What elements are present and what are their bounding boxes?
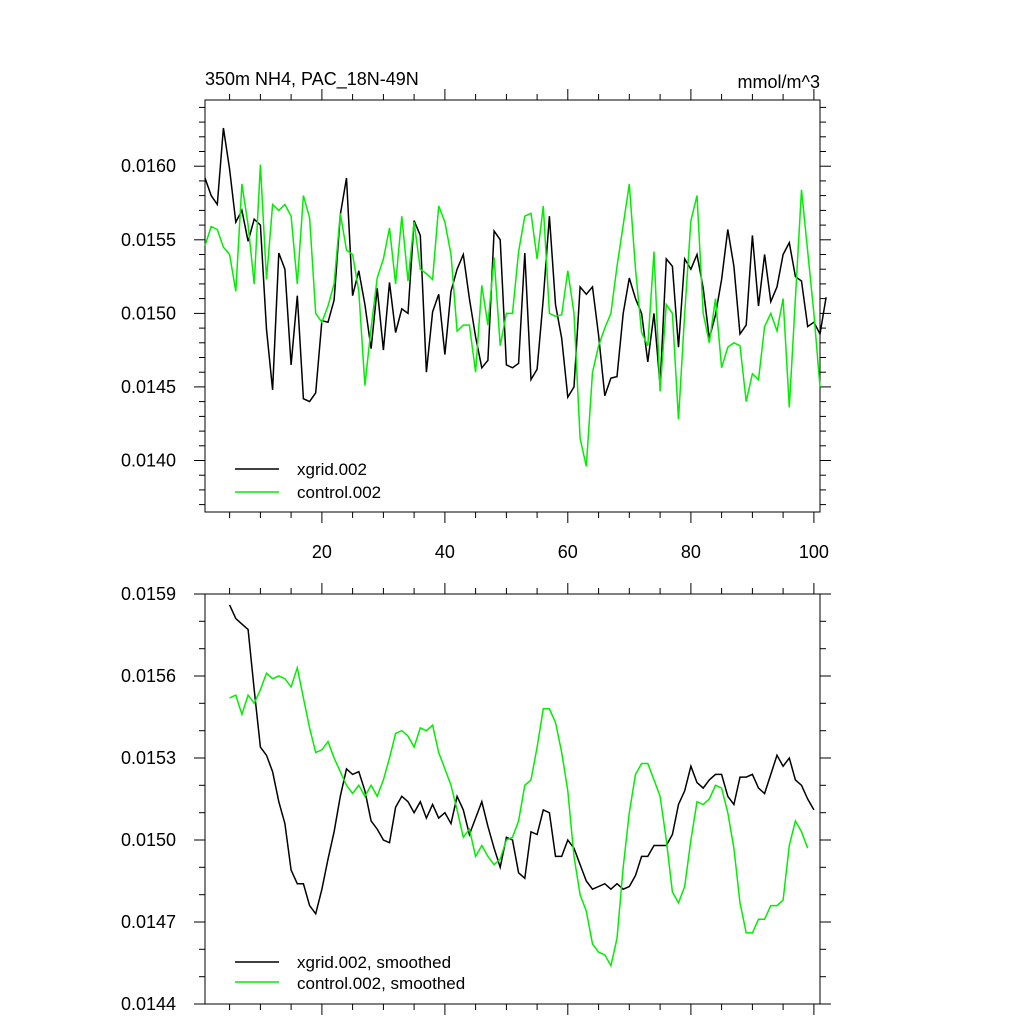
- bottom-panel: 0.0144 0.0147 0.0150 0.0153 0.0156 0.0159 xgr…: [121, 583, 831, 1015]
- y-tick-label: 0.0150: [121, 830, 176, 850]
- y-tick-label: 0.0159: [121, 584, 176, 604]
- top-legend: xgrid.002 control.002: [235, 460, 381, 502]
- bottom-plot-frame: [204, 593, 821, 1005]
- legend-label-control: control.002: [297, 483, 381, 502]
- x-tick-label: 100: [799, 542, 829, 562]
- top-title: 350m NH4, PAC_18N-49N: [205, 69, 419, 90]
- x-tick-label: 40: [435, 542, 455, 562]
- x-tick-label: 60: [558, 542, 578, 562]
- y-tick-label: 0.0145: [121, 377, 176, 397]
- legend-label-xgrid-smoothed: xgrid.002, smoothed: [297, 953, 451, 972]
- bottom-axis-ticks: [194, 583, 831, 1015]
- y-tick-label: 0.0140: [121, 451, 176, 471]
- top-x-tick-labels: 20 40 60 80 100: [312, 542, 829, 562]
- series-line-xgrid: [204, 127, 827, 403]
- top-panel: 350m NH4, PAC_18N-49N mmol/m^3 20 40 60 80 1…: [121, 69, 831, 562]
- series-line-xgrid-smoothed: [228, 604, 815, 916]
- series-line-control: [204, 164, 821, 467]
- top-axis-ticks: [194, 89, 831, 523]
- y-tick-label: 0.0155: [121, 230, 176, 250]
- top-plot-frame: [204, 99, 821, 513]
- x-tick-label: 20: [312, 542, 332, 562]
- bottom-legend: xgrid.002, smoothed control.002, smoothe…: [235, 953, 465, 993]
- top-y-tick-labels: 0.0140 0.0145 0.0150 0.0155 0.0160: [121, 156, 176, 470]
- legend-label-xgrid: xgrid.002: [297, 460, 367, 479]
- series-line-control-smoothed: [229, 664, 809, 968]
- y-tick-label: 0.0144: [121, 994, 176, 1014]
- y-tick-label: 0.0150: [121, 303, 176, 323]
- x-tick-label: 80: [681, 542, 701, 562]
- y-tick-label: 0.0147: [121, 912, 176, 932]
- y-tick-label: 0.0156: [121, 666, 176, 686]
- y-tick-label: 0.0153: [121, 748, 176, 768]
- top-units: mmol/m^3: [738, 72, 820, 92]
- bottom-y-tick-labels: 0.0144 0.0147 0.0150 0.0153 0.0156 0.0159: [121, 584, 176, 1014]
- legend-label-control-smoothed: control.002, smoothed: [297, 974, 465, 993]
- y-tick-label: 0.0160: [121, 156, 176, 176]
